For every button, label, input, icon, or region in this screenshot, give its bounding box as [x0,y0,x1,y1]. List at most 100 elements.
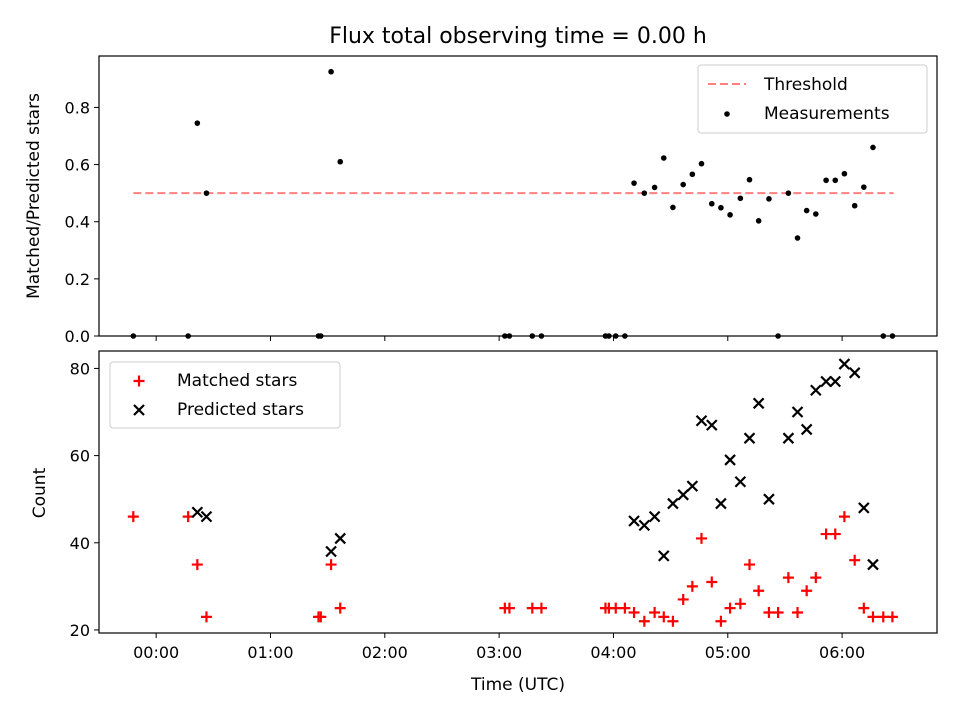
measurement-point [670,204,676,211]
measurement-point [337,158,344,165]
matched-star-point [325,559,337,571]
predicted-star-point [191,506,204,519]
matched-star-point [858,602,870,614]
predicted-star-point [667,497,679,510]
measurement-point [794,235,801,241]
x-axis-label: Time (UTC) [470,675,565,695]
predicted-star-point [810,384,822,397]
bottom-y-axis-label: Count [30,467,50,518]
y-tick-label: 0.2 [65,270,90,289]
matched-star-point [772,607,784,619]
measurement-point [660,155,667,161]
matched-star-point [744,559,756,571]
predicted-star-point [858,502,870,514]
matched-star-point [535,602,547,614]
legend-threshold-label: Threshold [763,75,848,95]
x-tick-label: 01:00 [247,643,293,662]
matched-star-point [706,576,718,588]
measurement-point [813,211,819,217]
x-tick-label: 02:00 [362,643,408,662]
y-tick-label: 40 [70,534,90,553]
matched-star-point [838,511,850,523]
predicted-star-point [791,406,804,418]
predicted-star-point [838,358,851,370]
matched-star-point [200,611,212,623]
predicted-star-point [657,550,670,562]
measurement-point [194,120,201,126]
y-tick-label: 0.4 [65,213,90,232]
legend-predicted-label: Predicted stars [177,400,304,420]
predicted-star-point [734,475,747,488]
x-tick-label: 05:00 [705,643,751,662]
measurement-point [766,196,772,202]
matched-star-point [867,611,879,623]
axes-frame [98,350,938,634]
predicted-star-point [638,519,651,532]
matched-star-point [686,580,698,592]
y-tick-label: 0.8 [65,98,90,117]
y-tick-label: 20 [70,621,90,640]
measurement-point [727,212,733,218]
predicted-star-point [677,489,689,501]
legend-box [109,361,341,429]
predicted-star-point [628,515,640,527]
matched-star-point [801,585,813,597]
matched-star-point [753,585,765,597]
measurement-point [832,177,839,184]
predicted-star-point [763,493,775,505]
matched-star-point [334,602,346,614]
predicted-star-point [200,510,213,523]
measurement-point [841,170,848,177]
bottom-panel: 20 40 60 80 00:00 01:00 02:00 03:00 04:00 05:00 06… [70,350,938,662]
predicted-star-point [848,367,861,379]
measurement-point [746,176,753,183]
x-tick-label: 00:00 [133,643,179,662]
matched-star-point [315,611,327,623]
legend-matched-label: Matched stars [177,371,297,391]
matched-star-point [619,602,631,614]
matched-star-point [127,511,139,523]
matched-star-point [667,615,679,627]
predicted-star-point [648,510,661,523]
predicted-star-point [829,375,842,388]
predicted-star-point [715,497,727,510]
measurement-point [718,204,724,211]
matched-star-point [724,602,736,614]
matched-star-point [829,528,841,540]
measurement-point [785,190,792,196]
predicted-star-point [334,532,347,545]
y-tick-label: 0.6 [65,156,90,175]
legend-predicted-swatch [133,404,145,416]
matched-star-point [658,611,670,623]
chart-title: Flux total observing time = 0.00 h [329,24,707,49]
predicted-star-point [706,419,718,431]
matched-star-point [886,611,898,623]
measurement-point [708,200,715,207]
x-tick-label: 06:00 [819,643,865,662]
top-panel: 0.0 0.2 0.4 0.6 0.8 Threshold Measurements [65,55,938,346]
measurement-point [870,144,876,151]
measurement-point [698,160,705,167]
matched-star-point [503,602,515,614]
matched-star-point [638,615,650,627]
predicted-star-point [800,423,813,436]
measurement-point [755,218,762,224]
measurement-point [823,177,829,184]
predicted-star-point [867,558,879,571]
matched-star-point [849,554,861,566]
matched-star-point [810,572,822,584]
top-y-axis-label: Matched/Predicted stars [24,93,44,299]
y-tick-label: 0.0 [65,327,90,346]
predicted-star-point [820,375,832,388]
measurement-point [680,181,686,188]
predicted-star-point [743,432,756,444]
matched-star-point [191,559,203,571]
measurement-point [641,190,648,196]
measurement-point [631,180,637,186]
x-tick-label: 03:00 [476,643,522,662]
legend-measurement-swatch [724,111,730,117]
measurement-point [328,68,334,75]
axes-frame [98,55,938,337]
matched-star-point [649,607,661,619]
predicted-star-point [686,480,699,492]
